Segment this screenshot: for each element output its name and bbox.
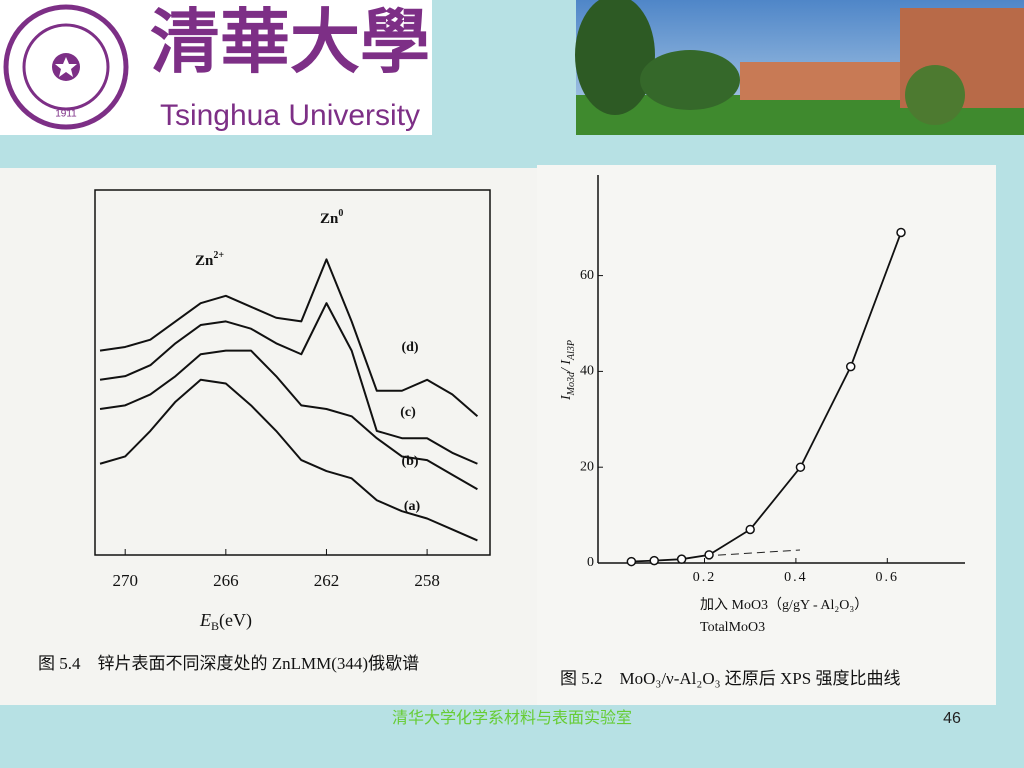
figure-scan-right bbox=[537, 165, 996, 705]
curve-label: (d) bbox=[401, 340, 418, 355]
y-tick-label: 60 bbox=[580, 268, 594, 283]
logo: 1911 清華大學 Tsinghua University bbox=[0, 0, 432, 135]
caption: 图 5.2 MoO₃/ν-Al₂O₃ 还原后 XPS 强度比曲线 bbox=[560, 669, 900, 688]
data-point bbox=[896, 227, 906, 238]
data-point bbox=[745, 524, 755, 535]
annotation: Zn2+ bbox=[195, 250, 224, 269]
y-tick-label: 0 bbox=[587, 555, 594, 570]
data-point bbox=[676, 554, 687, 564]
x-tick-label: 270 bbox=[112, 571, 138, 590]
annotation: Zn0 bbox=[320, 208, 343, 227]
seal-year: 1911 bbox=[55, 109, 77, 120]
seal-ring bbox=[3, 4, 129, 130]
university-name-en: Tsinghua University bbox=[160, 99, 420, 132]
y-axis-label: IMo3d/ IAl3P bbox=[559, 340, 577, 401]
spectrum-curve bbox=[99, 378, 478, 542]
data-point bbox=[704, 550, 714, 560]
curve-label: (a) bbox=[404, 499, 421, 514]
data-point bbox=[795, 462, 806, 472]
label-part: 0 bbox=[338, 208, 343, 219]
photo-trees bbox=[905, 65, 965, 125]
label-part: I bbox=[559, 394, 574, 401]
spectrum-curve bbox=[99, 258, 479, 418]
x-axis-label: 加入 MoO3（g/gY - Al₂O₃） bbox=[700, 597, 868, 613]
data-point bbox=[845, 361, 856, 372]
y-tick-label: 40 bbox=[580, 364, 594, 379]
photo-trees bbox=[575, 0, 655, 115]
seal-star bbox=[55, 57, 77, 77]
x-tick-label: 0.4 bbox=[784, 570, 808, 585]
x-tick-label: 266 bbox=[213, 571, 239, 590]
university-name-cn: 清華大學 bbox=[150, 5, 430, 82]
label-part: (eV) bbox=[219, 610, 252, 631]
data-point bbox=[649, 555, 659, 566]
x-tick-label: 0.6 bbox=[876, 570, 900, 585]
photo-building bbox=[740, 62, 900, 100]
label-part: Mo3d bbox=[566, 371, 577, 396]
plot-frame bbox=[94, 189, 491, 556]
spectrum-curve bbox=[99, 302, 478, 465]
caption: 图 5.4 锌片表面不同深度处的 ZnLMM(344)俄歇谱 bbox=[38, 654, 419, 673]
data-point bbox=[626, 556, 637, 567]
x-tick-label: 0.2 bbox=[693, 570, 717, 585]
photo-trees bbox=[640, 50, 740, 110]
campus-photo bbox=[575, 0, 1024, 135]
label-part: Al3P bbox=[566, 340, 577, 361]
y-tick-label: 20 bbox=[580, 459, 594, 474]
label-part: / I bbox=[559, 359, 574, 373]
label-part: B bbox=[211, 619, 219, 633]
curve-label: (c) bbox=[400, 405, 416, 420]
tangent-guide bbox=[704, 549, 801, 557]
x-tick-label: 258 bbox=[414, 571, 440, 590]
label-part: Zn bbox=[320, 211, 339, 227]
page-number: 46 bbox=[943, 710, 961, 727]
x-axis-label: EB(eV) bbox=[199, 610, 252, 633]
x-axis-label-2: TotalMoO3 bbox=[700, 620, 765, 635]
x-tick-label: 262 bbox=[314, 571, 340, 590]
spectrum-curve bbox=[99, 349, 478, 491]
label-part: E bbox=[199, 610, 211, 630]
footer-text: 清华大学化学系材料与表面实验室 bbox=[392, 709, 632, 727]
label-part: 2+ bbox=[213, 250, 224, 261]
figure-scan-left bbox=[0, 168, 537, 705]
label-part: Zn bbox=[195, 253, 214, 269]
seal-inner-ring bbox=[22, 23, 110, 111]
curve-label: (b) bbox=[401, 454, 418, 469]
